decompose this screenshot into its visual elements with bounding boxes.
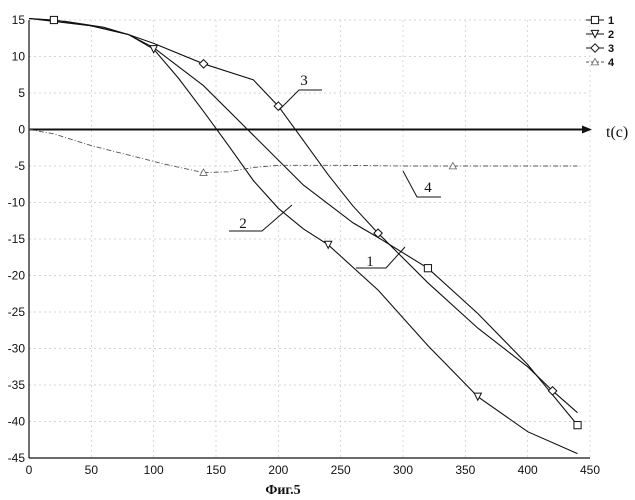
- curve-label-1: 1: [366, 254, 374, 270]
- x-tick-label-1: 50: [85, 463, 99, 477]
- x-tick-label-6: 300: [393, 463, 413, 477]
- x-tick-label-2: 100: [144, 463, 164, 477]
- y-tick-label-2: 5: [18, 86, 25, 100]
- legend-label-4: 4: [608, 57, 615, 69]
- legend-label-1: 1: [608, 15, 614, 27]
- y-tick-label-3: 0: [18, 123, 25, 137]
- y-tick-label-10: -35: [8, 378, 26, 392]
- y-tick-label-1: 10: [12, 50, 26, 64]
- legend-marker-1: [591, 16, 598, 23]
- y-tick-label-4: -5: [14, 159, 25, 173]
- series-1-marker-0: [50, 16, 57, 23]
- y-tick-label-11: -40: [8, 415, 26, 429]
- legend-label-2: 2: [608, 29, 614, 41]
- curve-label-4: 4: [424, 180, 432, 196]
- time-axis-label: t(c): [606, 124, 628, 141]
- figure-caption: Фиг.5: [265, 483, 300, 498]
- x-tick-label-3: 150: [206, 463, 226, 477]
- series-1-marker-1: [424, 265, 431, 272]
- legend-label-3: 3: [608, 43, 614, 55]
- series-1-marker-2: [574, 422, 581, 429]
- y-tick-label-8: -25: [8, 305, 26, 319]
- y-tick-label-7: -20: [8, 269, 26, 283]
- curve-label-3: 3: [300, 73, 308, 89]
- x-tick-label-0: 0: [26, 463, 33, 477]
- x-tick-label-9: 450: [580, 463, 600, 477]
- x-tick-label-5: 250: [331, 463, 351, 477]
- y-tick-label-0: 15: [12, 13, 26, 27]
- x-tick-label-4: 200: [268, 463, 288, 477]
- x-tick-label-7: 350: [455, 463, 475, 477]
- curve-label-2: 2: [239, 216, 247, 232]
- y-tick-label-6: -15: [8, 232, 26, 246]
- y-tick-label-9: -30: [8, 342, 26, 356]
- y-tick-label-5: -10: [8, 196, 26, 210]
- x-tick-label-8: 400: [518, 463, 538, 477]
- y-tick-label-12: -45: [8, 451, 26, 465]
